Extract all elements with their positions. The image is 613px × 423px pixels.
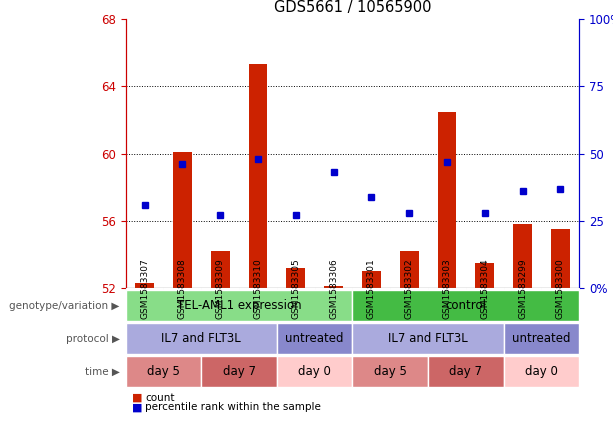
Bar: [248, 64, 267, 288]
Text: TEL-AML1 expression: TEL-AML1 expression: [177, 299, 302, 312]
Text: GSM1583302: GSM1583302: [405, 258, 414, 319]
Text: day 5: day 5: [147, 365, 180, 378]
Text: day 7: day 7: [223, 365, 256, 378]
Text: genotype/variation ▶: genotype/variation ▶: [9, 301, 120, 310]
Text: IL7 and FLT3L: IL7 and FLT3L: [161, 332, 241, 345]
Text: untreated: untreated: [286, 332, 344, 345]
Text: GSM1583299: GSM1583299: [518, 258, 527, 319]
Text: GSM1583304: GSM1583304: [480, 258, 489, 319]
Text: GSM1583306: GSM1583306: [329, 258, 338, 319]
Bar: [513, 224, 532, 288]
Text: day 5: day 5: [374, 365, 406, 378]
Text: GSM1583310: GSM1583310: [253, 258, 262, 319]
Title: GDS5661 / 10565900: GDS5661 / 10565900: [274, 0, 431, 15]
Text: IL7 and FLT3L: IL7 and FLT3L: [388, 332, 468, 345]
Text: GSM1583307: GSM1583307: [140, 258, 149, 319]
Text: ■: ■: [132, 402, 142, 412]
Bar: [362, 271, 381, 288]
Bar: [211, 251, 230, 288]
Text: protocol ▶: protocol ▶: [66, 334, 120, 343]
Text: GSM1583300: GSM1583300: [556, 258, 565, 319]
Bar: [551, 229, 570, 288]
Text: GSM1583305: GSM1583305: [291, 258, 300, 319]
Text: GSM1583301: GSM1583301: [367, 258, 376, 319]
Text: ■: ■: [132, 393, 142, 403]
Text: GSM1583309: GSM1583309: [216, 258, 225, 319]
Text: time ▶: time ▶: [85, 367, 120, 376]
Bar: [400, 251, 419, 288]
Bar: [475, 263, 494, 288]
Text: day 0: day 0: [525, 365, 558, 378]
Text: GSM1583308: GSM1583308: [178, 258, 187, 319]
Text: GSM1583303: GSM1583303: [443, 258, 452, 319]
Text: day 0: day 0: [299, 365, 331, 378]
Bar: [324, 286, 343, 288]
Text: percentile rank within the sample: percentile rank within the sample: [145, 402, 321, 412]
Bar: [286, 268, 305, 288]
Bar: [173, 152, 192, 288]
Bar: [438, 112, 457, 288]
Text: untreated: untreated: [512, 332, 571, 345]
Text: count: count: [145, 393, 175, 403]
Text: day 7: day 7: [449, 365, 482, 378]
Text: control: control: [446, 299, 486, 312]
Bar: [135, 283, 154, 288]
